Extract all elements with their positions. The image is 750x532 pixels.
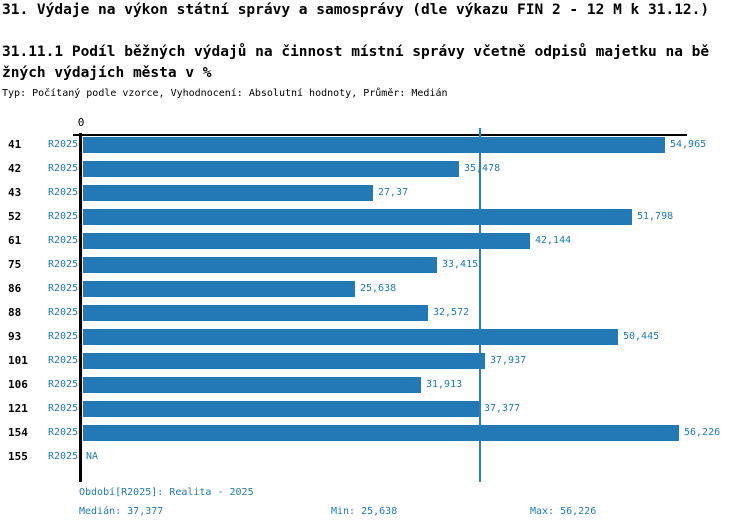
value-label: 56,226 (684, 427, 721, 438)
value-label: 42,144 (535, 235, 572, 246)
value-bar (83, 305, 428, 321)
category-label: 93 (8, 330, 22, 343)
category-label: 42 (8, 162, 22, 175)
series-label: R2025 (48, 187, 79, 198)
category-label: 61 (8, 234, 22, 247)
footer-period-label: Období[R2025]: Realita - 2025 (79, 487, 254, 498)
value-label: 50,445 (623, 331, 660, 342)
value-label: 37,377 (484, 403, 521, 414)
category-label: 154 (8, 426, 28, 439)
value-label: 51,798 (637, 211, 674, 222)
value-label: 31,913 (426, 379, 463, 390)
value-bar (83, 185, 373, 201)
value-label: NA (86, 451, 99, 462)
value-label: 27,37 (378, 187, 409, 198)
value-bar (83, 161, 459, 177)
value-bar (83, 233, 530, 249)
value-label: 54,965 (670, 139, 707, 150)
value-label: 25,638 (360, 283, 397, 294)
category-label: 106 (8, 378, 28, 391)
value-bar (83, 209, 632, 225)
indicator-subtitle-line1: 31.11.1 Podíl běžných výdajů na činnost … (2, 44, 710, 60)
series-label: R2025 (48, 259, 79, 270)
axis-zero-label: 0 (77, 116, 85, 129)
footer-min-stat: Min: 25,638 (331, 506, 398, 517)
category-label: 101 (8, 354, 28, 367)
report-title: 31. Výdaje na výkon státní správy a samo… (2, 2, 710, 18)
value-bar (83, 353, 485, 369)
category-label: 86 (8, 282, 22, 295)
series-label: R2025 (48, 235, 79, 246)
category-label: 88 (8, 306, 22, 319)
series-label: R2025 (48, 163, 79, 174)
category-label: 41 (8, 138, 22, 151)
bar-chart: 0 41 R2025 54,965 42 R2025 35,478 43 R2025 27,37… (0, 110, 750, 482)
y-axis-line (79, 133, 82, 482)
series-label: R2025 (48, 379, 79, 390)
category-label: 43 (8, 186, 22, 199)
series-label: R2025 (48, 451, 79, 462)
category-label: 121 (8, 402, 28, 415)
series-label: R2025 (48, 211, 79, 222)
value-label: 32,572 (433, 307, 470, 318)
category-label: 52 (8, 210, 22, 223)
category-label: 75 (8, 258, 22, 271)
meta-line: Typ: Počítaný podle vzorce, Vyhodnocení:… (2, 88, 448, 99)
indicator-subtitle-line2: žných výdajích města v % (2, 65, 212, 81)
value-label: 37,937 (490, 355, 527, 366)
series-label: R2025 (48, 307, 79, 318)
median-line (479, 128, 481, 482)
category-label: 155 (8, 450, 28, 463)
footer-median-stat: Medián: 37,377 (79, 506, 164, 517)
series-label: R2025 (48, 331, 79, 342)
value-bar (83, 401, 479, 417)
series-label: R2025 (48, 355, 79, 366)
value-label: 33,415 (442, 259, 479, 270)
footer-max-stat: Max: 56,226 (530, 506, 597, 517)
series-label: R2025 (48, 427, 79, 438)
value-bar (83, 137, 665, 153)
value-bar (83, 425, 679, 441)
series-label: R2025 (48, 283, 79, 294)
value-bar (83, 329, 618, 345)
series-label: R2025 (48, 403, 79, 414)
value-label: 35,478 (464, 163, 501, 174)
value-bar (83, 281, 355, 297)
series-label: R2025 (48, 139, 79, 150)
value-bar (83, 377, 421, 393)
x-axis-line (73, 134, 687, 136)
value-bar (83, 257, 437, 273)
